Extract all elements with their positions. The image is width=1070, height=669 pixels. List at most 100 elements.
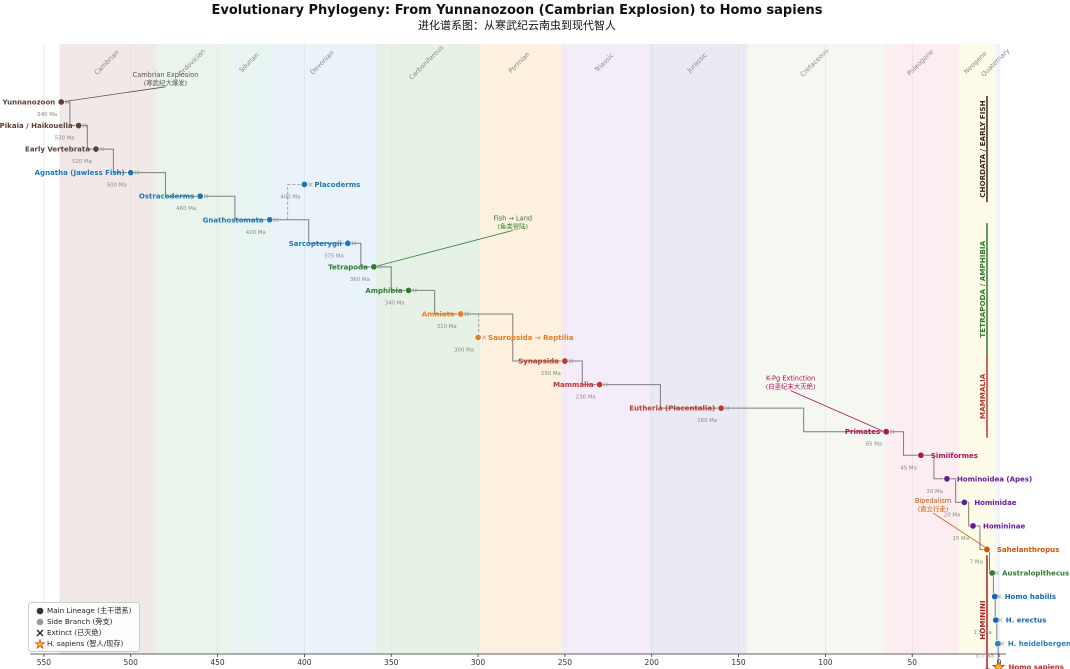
side-branch-node — [474, 333, 482, 341]
node-label: Hominoidea (Apes) — [957, 475, 1032, 483]
era-label: HOMININI — [978, 600, 987, 640]
lineage-node — [266, 216, 274, 224]
node-age-label: 300 Ma — [454, 348, 474, 354]
extinct-marker — [82, 123, 87, 128]
lineage-node — [988, 569, 996, 577]
lineage-connector — [408, 289, 461, 315]
extinct-marker — [889, 429, 895, 434]
side-branch-node — [300, 180, 308, 188]
node-label: Homo habilis — [1005, 593, 1056, 601]
node-age-label: 460 Ma — [176, 206, 196, 212]
lineage-connector — [721, 407, 887, 433]
period-band — [271, 44, 376, 654]
extinct-marker — [481, 335, 487, 340]
annotation-arrow — [932, 512, 989, 550]
lineage-node — [596, 381, 604, 389]
extinct-marker — [996, 594, 1002, 599]
extinct-marker — [1000, 641, 1005, 646]
x-tick-label: 200 — [645, 658, 660, 667]
node-label: Gnathostomata — [203, 216, 264, 224]
lineage-node — [992, 616, 1000, 624]
lineage-node — [405, 286, 413, 294]
legend-item-side: Side Branch (旁支) — [33, 616, 135, 627]
node-age-label: 375 Ma — [324, 253, 344, 259]
lineage-connector — [920, 454, 947, 480]
lineage-node — [943, 475, 951, 483]
node-age-label: 530 Ma — [55, 136, 75, 142]
node-age-label: 7 Ma — [970, 559, 983, 565]
node-age-label: 520 Ma — [72, 159, 92, 165]
x-tick-label: 150 — [731, 658, 746, 667]
annotation-text: Cambrian Explosion — [133, 71, 199, 79]
extinct-marker — [412, 288, 417, 293]
lineage-connector — [373, 266, 409, 291]
lineage-node — [344, 239, 352, 247]
extinct-marker — [64, 99, 70, 105]
extinct-marker-icon — [33, 629, 47, 637]
period-band — [59, 44, 157, 654]
lineage-node — [994, 640, 1002, 648]
node-label: Sahelanthropus — [997, 546, 1059, 554]
x-tick-label: 50 — [907, 658, 917, 667]
side-branch-connector — [478, 313, 480, 338]
x-tick-label: 550 — [37, 658, 52, 667]
lineage-connector — [460, 313, 565, 362]
extinct-marker — [273, 217, 278, 223]
extinct-marker — [308, 182, 313, 187]
period-band — [884, 44, 960, 654]
lineage-node — [991, 593, 999, 601]
legend-label: Main Lineage (主干谱系) — [47, 605, 132, 615]
lineage-node — [57, 98, 65, 106]
x-tick-label: 100 — [818, 658, 833, 667]
annotation-text: (直立行走) — [918, 504, 949, 513]
period-band — [747, 44, 885, 654]
chart-title: Evolutionary Phylogeny: From Yunnanozoon… — [211, 3, 823, 18]
extinct-marker — [464, 311, 469, 317]
star-icon — [33, 638, 47, 649]
extinct-marker — [351, 241, 357, 246]
lineage-node — [717, 404, 725, 412]
chart-legend: Main Lineage (主干谱系) Side Branch (旁支) Ext… — [28, 602, 140, 652]
homo-sapiens-star — [991, 660, 1006, 669]
side-branch-connector — [287, 183, 305, 220]
annotation-text: (白垩纪末大灭绝) — [766, 382, 816, 391]
x-tick-label: 300 — [471, 658, 486, 667]
lineage-connector — [95, 148, 131, 174]
lineage-connector — [946, 478, 965, 503]
node-label: H. erectus — [1006, 617, 1047, 625]
era-label: TETRAPODA / AMPHIBIA — [978, 240, 987, 337]
lineage-connector — [599, 384, 722, 409]
node-label: Placoderms — [314, 181, 360, 189]
node-label: Pikaia / Haikouella — [0, 122, 73, 130]
annotation-text: (鱼类登陆) — [498, 221, 529, 230]
node-age-label: 540 Ma — [37, 112, 57, 118]
side-branch-marker-icon — [33, 618, 47, 626]
annotation-text: Bipedalism — [915, 497, 951, 505]
period-band — [156, 44, 230, 654]
lineage-node — [92, 145, 100, 153]
lineage-node — [75, 122, 83, 130]
node-label: Amphibia — [365, 287, 403, 295]
node-age-label: 500 Ma — [107, 183, 127, 189]
node-age-label: 65 Ma — [866, 442, 883, 448]
lineage-node — [457, 310, 465, 318]
node-label: Homo sapiens — [1009, 664, 1064, 669]
lineage-connector — [564, 360, 600, 386]
annotation-arrow — [790, 390, 885, 433]
x-tick-label: 400 — [297, 658, 312, 667]
lineage-node — [917, 451, 925, 459]
extinct-marker — [377, 264, 383, 270]
lineage-connector — [130, 172, 201, 197]
node-age-label: 420 Ma — [246, 230, 266, 236]
lineage-connector — [78, 125, 96, 150]
lineage-node — [127, 169, 135, 177]
lineage-connector — [61, 101, 79, 127]
lineage-connector — [994, 596, 996, 621]
x-tick-label: 350 — [384, 658, 399, 667]
node-label: Primates — [845, 428, 880, 436]
legend-label: H. sapiens (智人/现存) — [47, 638, 124, 648]
node-age-label: 160 Ma — [697, 418, 717, 424]
x-tick-label: 500 — [124, 658, 139, 667]
node-label: Hominidae — [974, 499, 1016, 507]
